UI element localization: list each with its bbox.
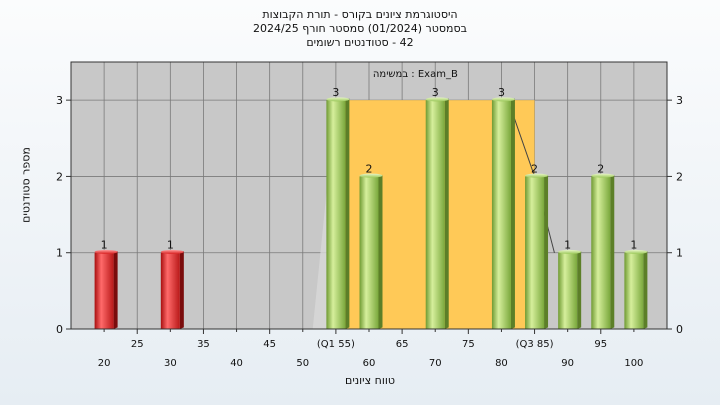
bar-value-label: 2 xyxy=(366,162,373,175)
bar xyxy=(94,252,114,329)
bar-side xyxy=(643,251,648,329)
bar-value-label: 3 xyxy=(432,86,439,99)
x-tick-label-lower: 40 xyxy=(230,358,243,369)
bar-value-label: 1 xyxy=(101,239,108,252)
bar xyxy=(558,252,578,329)
bar-group: 1 xyxy=(94,239,118,329)
x-tick-label-upper: (Q1 55) xyxy=(317,339,355,350)
x-tick-label-lower: 90 xyxy=(561,358,574,369)
bar-top xyxy=(326,97,350,102)
y-tick-label: 1 xyxy=(56,247,63,260)
chart-titles: היסטוגרמת ציונים בקורס - תורת הקבוצות בס… xyxy=(0,8,720,50)
x-tick-label-upper: 65 xyxy=(396,339,409,350)
x-tick-label-lower: 100 xyxy=(624,358,643,369)
y-tick-label-right: 3 xyxy=(676,94,683,107)
y-tick-label: 2 xyxy=(56,170,63,183)
bar-group: 2 xyxy=(525,162,549,329)
bar-value-label: 3 xyxy=(498,86,505,99)
bar-group: 2 xyxy=(591,162,615,329)
bar xyxy=(160,252,180,329)
bar-top xyxy=(591,173,615,178)
y-axis-label: מספר סטודנטים xyxy=(19,147,33,223)
bar-group: 3 xyxy=(425,86,449,330)
bar xyxy=(425,100,445,330)
chart-title: היסטוגרמת ציונים בקורס - תורת הקבוצות xyxy=(262,8,458,21)
x-tick-label-upper: 95 xyxy=(594,339,607,350)
bar-side xyxy=(510,98,515,330)
bar-side xyxy=(577,251,582,329)
y-tick-label-right: 1 xyxy=(676,247,683,260)
bar-value-label: 2 xyxy=(597,162,604,175)
bar-top xyxy=(525,173,549,178)
x-tick-label-upper: (Q3 85) xyxy=(516,339,554,350)
x-tick-label-upper: 45 xyxy=(263,339,276,350)
bar-top xyxy=(359,173,383,178)
bar-top xyxy=(624,249,648,254)
bar xyxy=(624,252,644,329)
x-tick-label-lower: 60 xyxy=(363,358,376,369)
bar-side xyxy=(444,98,449,330)
bar-side xyxy=(378,174,383,329)
bar-top xyxy=(94,249,118,254)
bar-group: 1 xyxy=(558,239,582,329)
bar-side xyxy=(179,251,184,329)
bar-side xyxy=(544,174,549,329)
bar-group: 2 xyxy=(359,162,383,329)
y-tick-label-right: 2 xyxy=(676,170,683,183)
bar-value-label: 1 xyxy=(630,239,637,252)
y-tick-label: 0 xyxy=(56,323,63,336)
x-tick-label-upper: 35 xyxy=(197,339,210,350)
students-count: 42 - סטודנטים רשומים xyxy=(306,36,414,49)
bar-group: 3 xyxy=(326,86,350,330)
x-tick-label-upper: 25 xyxy=(131,339,144,350)
bar-side xyxy=(345,98,350,330)
y-tick-label-right: 0 xyxy=(676,323,683,336)
bar-top xyxy=(558,249,582,254)
bar-top xyxy=(425,97,449,102)
bar-value-label: 1 xyxy=(564,239,571,252)
x-axis-label: טווח ציונים xyxy=(345,374,395,387)
bar xyxy=(591,176,611,329)
x-tick-label-lower: 70 xyxy=(429,358,442,369)
x-tick-label-lower: 30 xyxy=(164,358,177,369)
bar-group: 3 xyxy=(491,86,515,330)
y-tick-label: 3 xyxy=(56,94,63,107)
x-tick-label-lower: 50 xyxy=(296,358,309,369)
bar xyxy=(525,176,545,329)
bar xyxy=(491,100,511,330)
bar-value-label: 1 xyxy=(167,239,174,252)
bar-side xyxy=(610,174,615,329)
bar-group: 1 xyxy=(160,239,184,329)
bar-top xyxy=(491,97,515,102)
bar-value-label: 2 xyxy=(531,162,538,175)
task-annotation: במשימה : Exam_B xyxy=(373,69,458,80)
bar-side xyxy=(113,251,118,329)
chart-subtitle: בסמסטר (01/2024) סמסטר חורף 2024/25 xyxy=(253,22,467,35)
bar-top xyxy=(160,249,184,254)
x-tick-label-lower: 80 xyxy=(495,358,508,369)
x-tick-label-lower: 20 xyxy=(98,358,111,369)
bar xyxy=(326,100,346,330)
bar-group: 1 xyxy=(624,239,648,329)
bar xyxy=(359,176,379,329)
bar-value-label: 3 xyxy=(332,86,339,99)
x-tick-label-upper: 75 xyxy=(462,339,475,350)
